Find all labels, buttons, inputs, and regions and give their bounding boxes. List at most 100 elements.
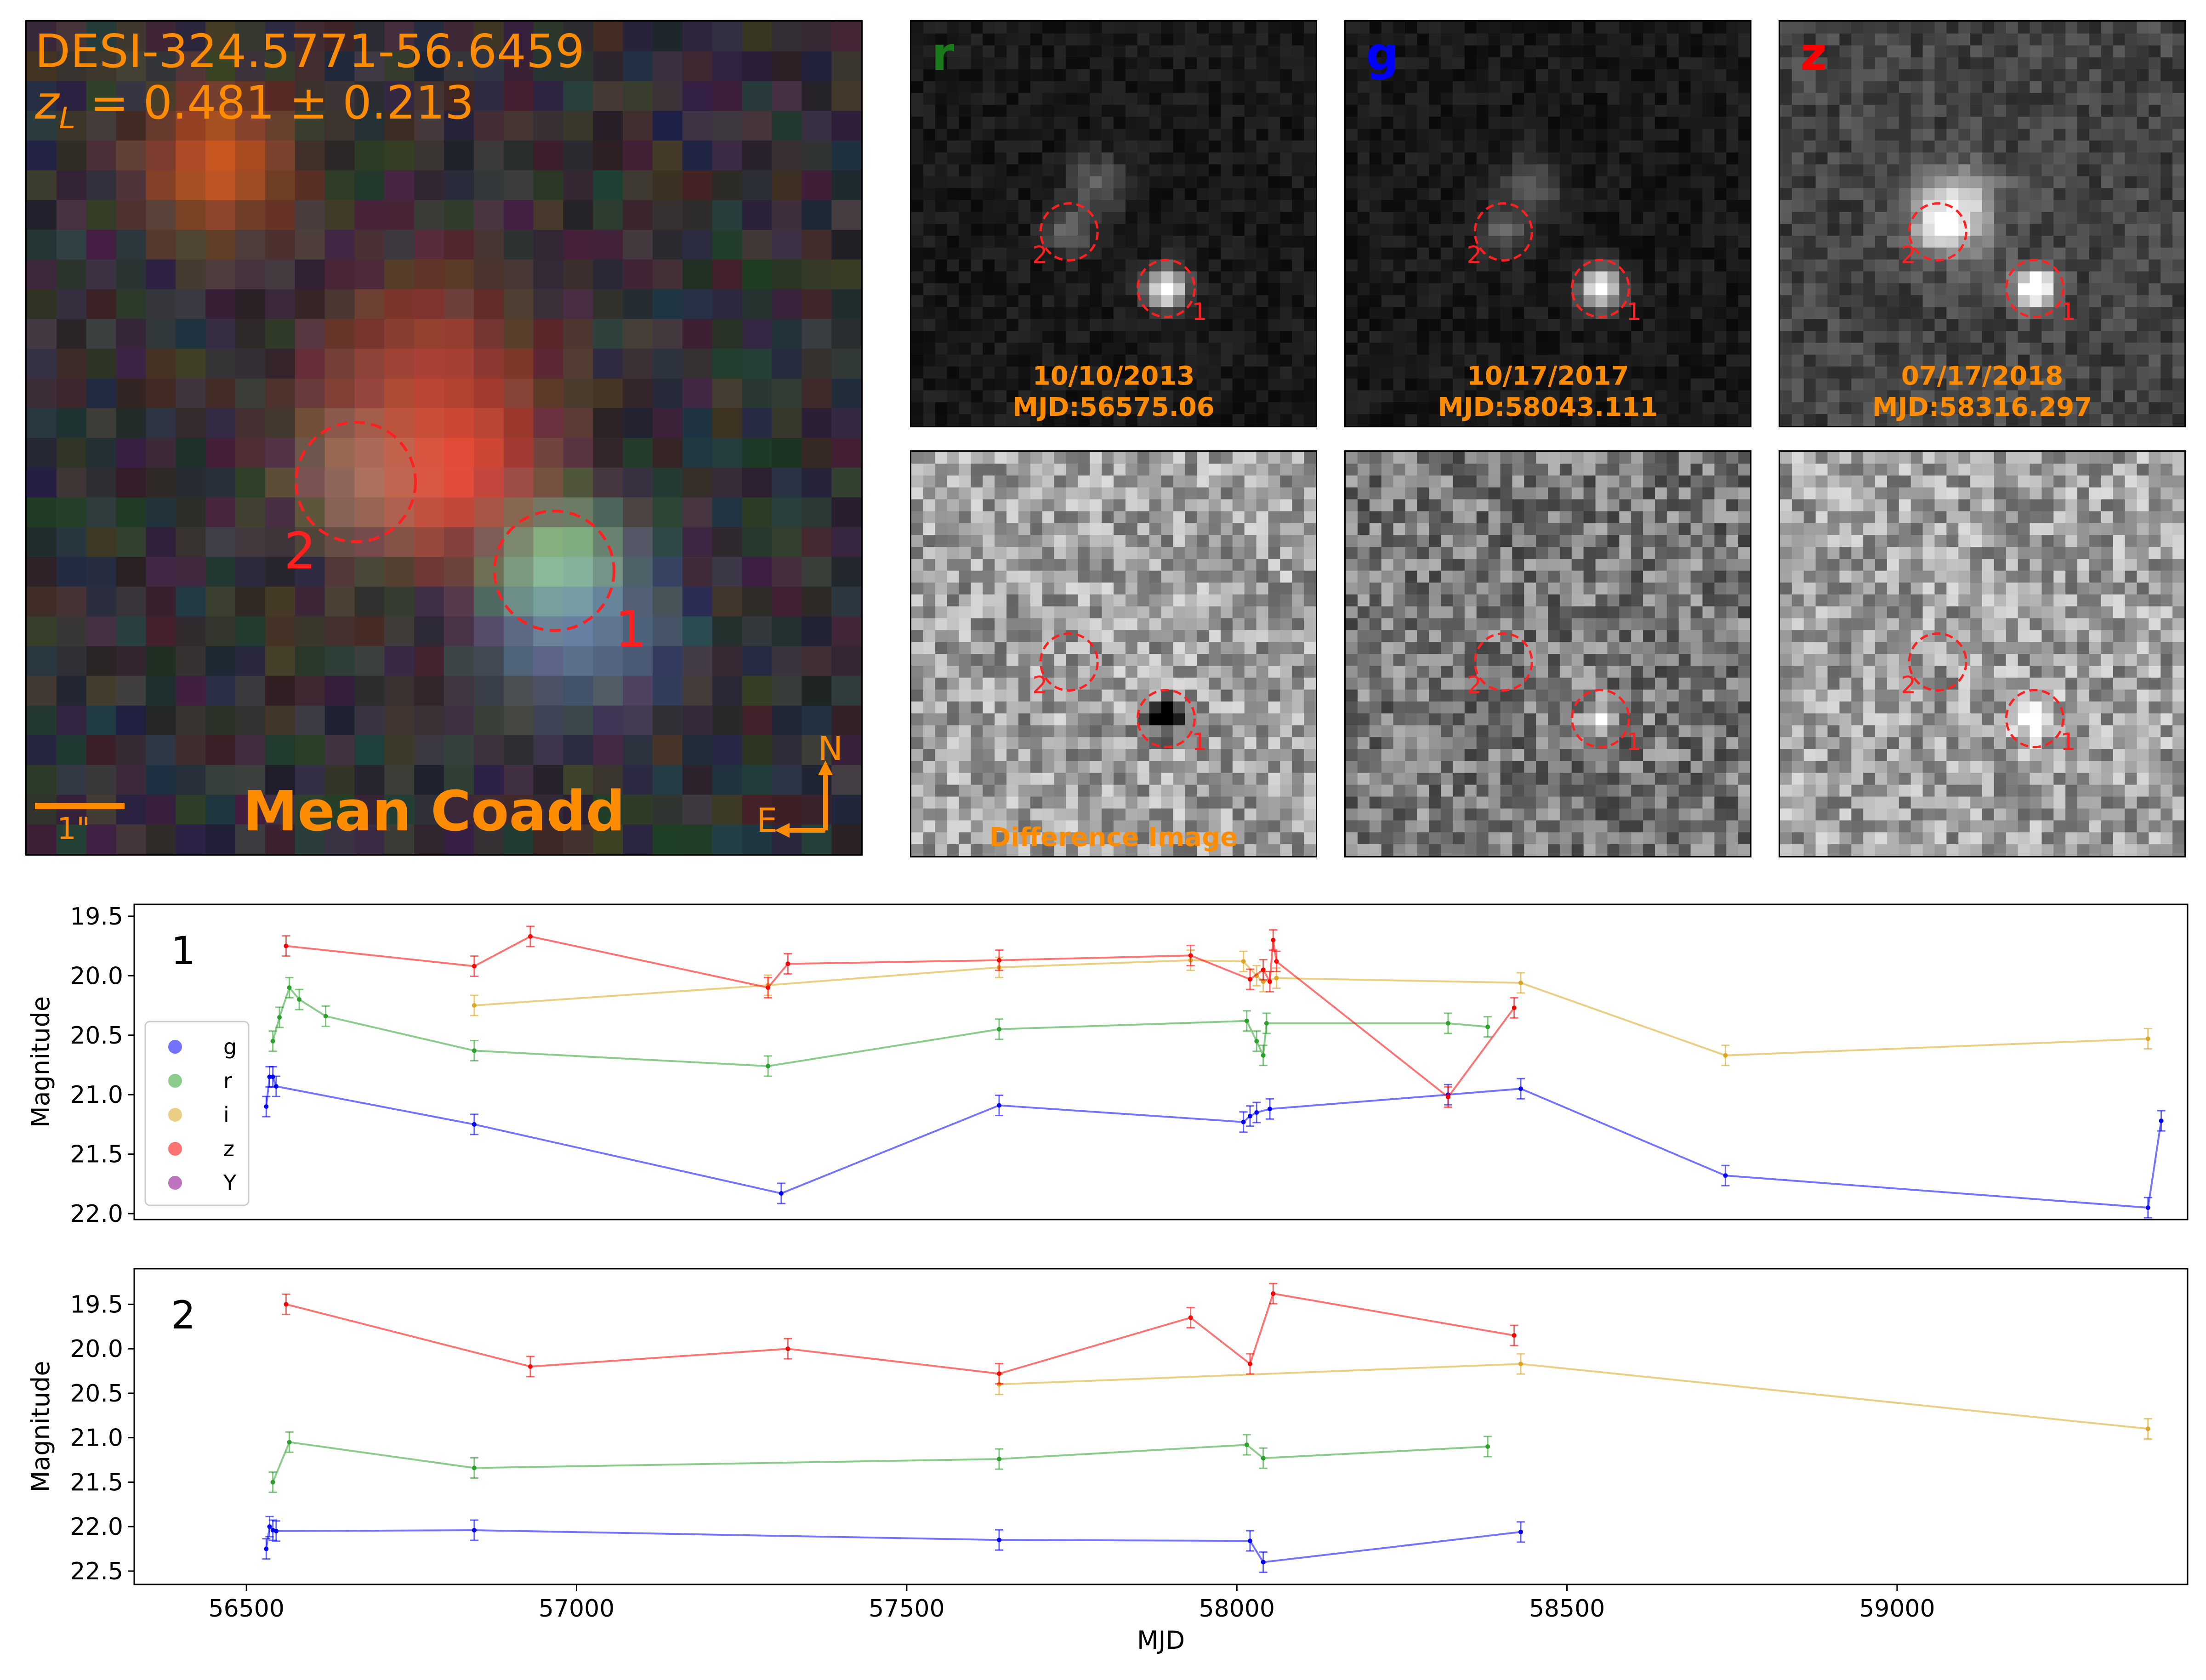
- source-1-marker: [493, 510, 615, 632]
- data-point-g: [2159, 1118, 2164, 1124]
- cutout-r-band: 2 1 r 10/10/2013 MJD:56575.06: [910, 20, 1317, 427]
- source-2-marker: [1908, 202, 1967, 262]
- data-point-z: [472, 964, 477, 969]
- band-label: r: [932, 27, 955, 81]
- source-2-label: 2: [1901, 672, 1916, 699]
- y-tick-label: 19.5: [70, 903, 123, 931]
- y-tick-label: 19.5: [70, 1291, 123, 1318]
- source-1-marker: [1570, 689, 1630, 749]
- data-point-i: [1518, 980, 1523, 985]
- source-2-label: 2: [284, 522, 316, 580]
- data-point-r: [270, 1039, 275, 1044]
- data-point-z: [997, 958, 1002, 963]
- source-1-marker: [2005, 259, 2064, 318]
- source-2-label: 2: [1467, 672, 1482, 699]
- data-point-i: [1518, 1362, 1523, 1367]
- source-1-label: 1: [2060, 728, 2075, 756]
- data-point-i: [1241, 959, 1246, 964]
- compass-arrows-icon: [775, 761, 833, 838]
- compass-north-label: N: [818, 729, 843, 768]
- data-point-z: [284, 943, 289, 948]
- data-point-g: [472, 1122, 477, 1127]
- x-tick-label: 57500: [869, 1595, 944, 1623]
- legend-marker-r: [168, 1074, 182, 1088]
- coadd-title: Mean Coadd: [243, 780, 625, 844]
- data-point-z: [1274, 959, 1279, 964]
- data-point-z: [1271, 1291, 1276, 1296]
- data-point-z: [785, 961, 790, 966]
- observation-date: 10/10/2013: [1033, 361, 1195, 391]
- data-point-g: [997, 1538, 1002, 1543]
- data-point-r: [270, 1480, 275, 1485]
- data-point-g: [1247, 1113, 1252, 1118]
- y-tick-label: 20.5: [70, 1380, 123, 1408]
- y-tick-label: 22.0: [70, 1513, 123, 1541]
- data-point-r: [997, 1027, 1002, 1032]
- x-tick-label: 58000: [1199, 1595, 1275, 1623]
- legend-marker-g: [168, 1040, 182, 1054]
- source-2-marker: [1473, 632, 1533, 692]
- data-point-z: [766, 985, 771, 990]
- y-tick-label: 21.5: [70, 1141, 123, 1169]
- source-2-label: 2: [1467, 242, 1482, 269]
- data-point-g: [270, 1074, 275, 1079]
- data-point-r: [766, 1064, 771, 1069]
- y-tick-label: 20.0: [70, 1335, 123, 1363]
- data-point-g: [472, 1527, 477, 1532]
- data-point-g: [1254, 1110, 1259, 1115]
- legend-label-z: z: [223, 1136, 234, 1161]
- panel-label: 2: [171, 1293, 195, 1338]
- series-line-r: [272, 1441, 1488, 1483]
- cutout-pixels: 21: [1346, 452, 1750, 856]
- source-1-label: 1: [2060, 298, 2075, 326]
- scale-label: 1": [57, 811, 91, 846]
- data-point-g: [1261, 1560, 1266, 1565]
- data-point-r: [1261, 1053, 1266, 1058]
- data-point-g: [1268, 1107, 1273, 1112]
- data-point-i: [766, 983, 771, 988]
- cutout-pixels: 2 1 Difference Image: [911, 452, 1316, 856]
- observation-mjd: MJD:58043.111: [1438, 392, 1658, 422]
- scale-bar: [35, 803, 125, 809]
- cutout-g-band: 2 1 g 10/17/2017 MJD:58043.111: [1344, 20, 1751, 427]
- source-2-marker: [1039, 632, 1099, 692]
- data-point-g: [270, 1527, 275, 1532]
- band-label: g: [1366, 27, 1399, 81]
- data-point-z: [284, 1302, 289, 1307]
- data-point-i: [472, 1003, 477, 1008]
- source-1-marker: [1136, 259, 1196, 318]
- data-point-r: [1244, 1442, 1249, 1447]
- plot-frame: [133, 1268, 2189, 1585]
- difference-image-label: Difference Image: [989, 823, 1238, 852]
- x-tick-label: 57000: [539, 1595, 614, 1623]
- y-tick-label: 21.0: [70, 1425, 123, 1452]
- data-point-i: [997, 965, 1002, 970]
- data-point-g: [264, 1104, 269, 1109]
- observation-mjd: MJD:56575.06: [1012, 392, 1214, 422]
- data-point-g: [1518, 1529, 1523, 1534]
- series-line-g: [265, 1524, 1521, 1563]
- data-point-g: [1723, 1173, 1728, 1178]
- data-point-r: [1261, 1456, 1266, 1461]
- data-point-g: [273, 1084, 279, 1089]
- y-tick-label: 22.0: [70, 1200, 123, 1228]
- data-point-i: [1723, 1053, 1728, 1058]
- data-point-r: [297, 997, 302, 1002]
- observation-mjd: MJD:58316.297: [1872, 392, 2092, 422]
- redshift-symbol: z: [35, 76, 59, 130]
- data-point-z: [1247, 1362, 1252, 1367]
- legend-label-Y: Y: [223, 1170, 237, 1195]
- data-point-r: [1244, 1018, 1249, 1023]
- data-point-r: [472, 1048, 477, 1053]
- data-point-r: [472, 1465, 477, 1470]
- data-point-g: [1518, 1086, 1523, 1091]
- series-line-z: [286, 935, 1515, 1099]
- y-axis-label: Magnitude: [26, 996, 55, 1128]
- source-2-label: 2: [1901, 242, 1916, 269]
- data-point-r: [323, 1014, 328, 1019]
